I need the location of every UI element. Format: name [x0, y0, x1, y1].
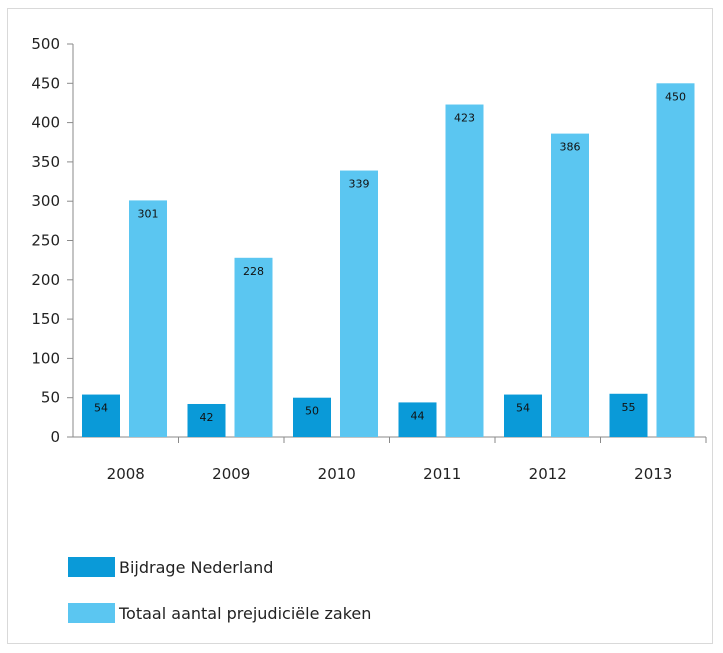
- y-tick-label: 450: [31, 74, 60, 92]
- data-label: 228: [243, 265, 264, 278]
- x-tick-label: 2012: [529, 465, 567, 483]
- y-tick-label: 250: [31, 232, 60, 250]
- bar: [445, 104, 484, 437]
- bar: [398, 402, 437, 437]
- y-tick-label: 150: [31, 310, 60, 328]
- x-tick-label: 2009: [212, 465, 250, 483]
- legend-swatch: [68, 603, 115, 623]
- y-tick-label: 400: [31, 114, 60, 132]
- x-tick-label: 2010: [318, 465, 356, 483]
- data-label: 386: [560, 141, 581, 154]
- legend-label: Bijdrage Nederland: [119, 558, 273, 577]
- x-tick-label: 2013: [634, 465, 672, 483]
- bar: [187, 403, 226, 437]
- y-tick-label: 50: [41, 389, 60, 407]
- bar: [293, 397, 331, 437]
- y-tick-label: 300: [31, 192, 60, 210]
- legend-label: Totaal aantal prejudiciële zaken: [118, 604, 371, 623]
- bars: 54 301 42 228 50 339 44 423 54 386 55 450: [82, 83, 695, 438]
- data-label: 339: [349, 178, 370, 191]
- y-tick-label: 500: [31, 35, 60, 53]
- bar: [129, 200, 167, 437]
- data-label: 44: [411, 409, 425, 422]
- data-label: 54: [516, 402, 530, 415]
- y-tick-label: 350: [31, 153, 60, 171]
- data-label: 55: [622, 401, 636, 414]
- y-tick-label: 100: [31, 349, 60, 367]
- bar: [340, 170, 378, 437]
- y-axis: 0 50 100 150 200 250 300 350 400 450 500: [31, 35, 74, 446]
- bar: [551, 133, 589, 437]
- legend: Bijdrage Nederland Totaal aantal prejudic…: [68, 557, 371, 623]
- data-label: 50: [305, 405, 319, 418]
- bar: [656, 83, 695, 438]
- y-tick-label: 200: [31, 271, 60, 289]
- x-tick-label: 2011: [423, 465, 461, 483]
- x-tick-label: 2008: [107, 465, 145, 483]
- data-label: 301: [138, 207, 159, 220]
- y-tick-label: 0: [50, 428, 60, 446]
- data-label: 54: [94, 402, 108, 415]
- bar: [234, 257, 273, 437]
- x-axis: 2008 2009 2010 2011 2012 2013: [73, 436, 707, 483]
- bar: [82, 394, 120, 437]
- data-label: 450: [665, 90, 686, 103]
- data-label: 423: [454, 112, 475, 125]
- bar: [504, 394, 542, 437]
- legend-swatch: [68, 557, 115, 577]
- bar: [609, 393, 648, 437]
- data-label: 42: [200, 411, 214, 424]
